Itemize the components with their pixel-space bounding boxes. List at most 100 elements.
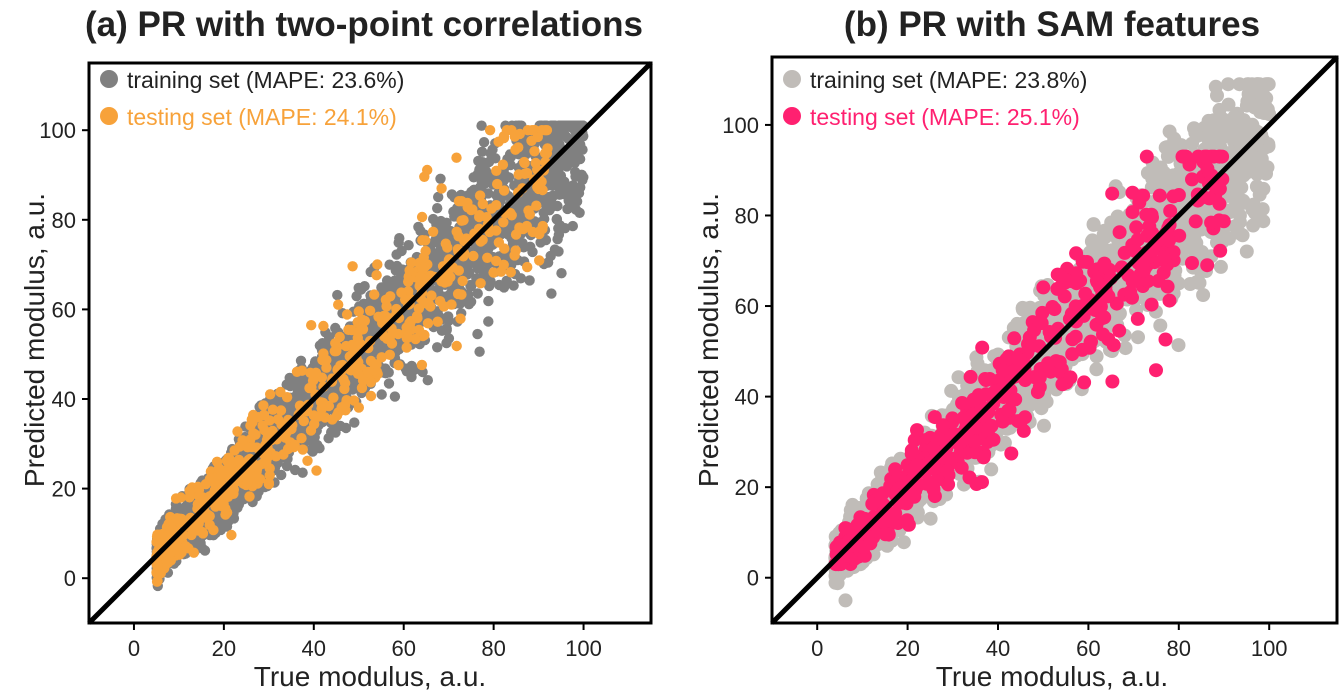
testing-point xyxy=(341,309,353,320)
training-point xyxy=(472,263,484,274)
training-point xyxy=(441,337,452,349)
testing-point xyxy=(438,301,450,312)
testing-point xyxy=(371,359,382,370)
testing-point xyxy=(422,318,434,329)
y-tick-label: 100 xyxy=(39,118,76,143)
training-point xyxy=(1248,100,1263,115)
training-point xyxy=(838,593,853,608)
testing-point xyxy=(404,265,415,276)
testing-point xyxy=(258,409,270,421)
testing-point xyxy=(371,270,382,281)
testing-point xyxy=(527,226,538,238)
training-point xyxy=(359,281,370,292)
training-point xyxy=(476,146,488,157)
testing-point xyxy=(401,342,412,353)
x-tick-label: 100 xyxy=(565,636,602,661)
testing-point xyxy=(415,271,426,282)
training-point xyxy=(383,378,395,389)
training-point xyxy=(923,511,938,526)
training-point xyxy=(483,316,494,327)
training-point xyxy=(1210,88,1224,103)
x-tick-label: 80 xyxy=(481,636,505,661)
training-point xyxy=(1086,217,1101,232)
testing-point xyxy=(529,146,540,157)
testing-point xyxy=(305,425,317,436)
scatter-points xyxy=(828,77,1277,608)
testing-point xyxy=(372,259,383,270)
training-point xyxy=(553,246,564,257)
testing-point xyxy=(298,415,309,427)
training-point xyxy=(556,268,567,279)
training-point xyxy=(435,173,446,184)
training-point xyxy=(1227,179,1242,194)
testing-point xyxy=(359,315,370,327)
training-point xyxy=(276,469,287,481)
training-point xyxy=(472,288,483,299)
testing-point xyxy=(497,159,509,170)
training-point xyxy=(389,275,400,286)
training-point xyxy=(546,174,557,185)
testing-point xyxy=(416,211,428,223)
testing-point xyxy=(506,125,517,136)
training-point xyxy=(1256,181,1271,196)
testing-point xyxy=(440,238,451,249)
testing-point xyxy=(486,203,497,214)
testing-point xyxy=(510,229,522,240)
legend-label-testing: testing set (MAPE: 24.1%) xyxy=(127,104,397,130)
testing-point xyxy=(306,320,317,331)
training-point xyxy=(389,391,401,402)
testing-point xyxy=(492,178,503,190)
testing-point xyxy=(334,331,345,343)
training-point xyxy=(390,265,401,276)
legend: training set (MAPE: 23.6%) testing set (… xyxy=(100,67,404,130)
testing-point xyxy=(321,362,332,373)
x-tick-label: 60 xyxy=(391,636,415,661)
y-tick-label: 0 xyxy=(64,566,76,591)
testing-point xyxy=(484,125,496,136)
training-point xyxy=(569,202,580,213)
training-point xyxy=(1097,223,1112,238)
testing-point xyxy=(475,278,486,289)
training-point xyxy=(1196,288,1211,302)
testing-point xyxy=(272,414,284,425)
training-point xyxy=(843,503,858,518)
training-point xyxy=(422,375,433,386)
testing-point xyxy=(531,200,542,211)
training-point xyxy=(297,467,308,478)
testing-point xyxy=(451,226,462,237)
testing-point xyxy=(338,373,349,385)
testing-point xyxy=(188,547,199,558)
testing-point xyxy=(384,349,395,360)
training-point xyxy=(472,328,483,340)
training-point xyxy=(1221,77,1236,92)
testing-point xyxy=(253,460,264,471)
testing-point xyxy=(491,165,502,176)
testing-point xyxy=(505,267,516,278)
testing-point xyxy=(199,512,210,523)
training-point xyxy=(199,545,211,556)
training-point xyxy=(1206,113,1221,128)
training-point xyxy=(896,535,911,550)
testing-point xyxy=(270,451,282,462)
training-point xyxy=(1261,77,1276,92)
testing-point xyxy=(513,142,524,153)
testing-point xyxy=(436,183,447,194)
training-point xyxy=(564,156,576,167)
training-point xyxy=(485,148,496,159)
testing-point xyxy=(365,390,377,402)
testing-point xyxy=(244,491,255,502)
testing-point xyxy=(393,360,404,371)
testing-point xyxy=(523,205,534,216)
testing-point xyxy=(347,261,358,272)
training-point xyxy=(1131,330,1145,345)
testing-point xyxy=(210,501,221,512)
training-point xyxy=(1242,87,1257,102)
testing-point xyxy=(427,226,439,237)
legend-marker-training xyxy=(100,70,118,88)
testing-point xyxy=(151,576,163,587)
testing-point xyxy=(364,305,376,316)
testing-point xyxy=(457,275,468,287)
training-point xyxy=(546,288,557,299)
training-point xyxy=(1249,77,1264,92)
